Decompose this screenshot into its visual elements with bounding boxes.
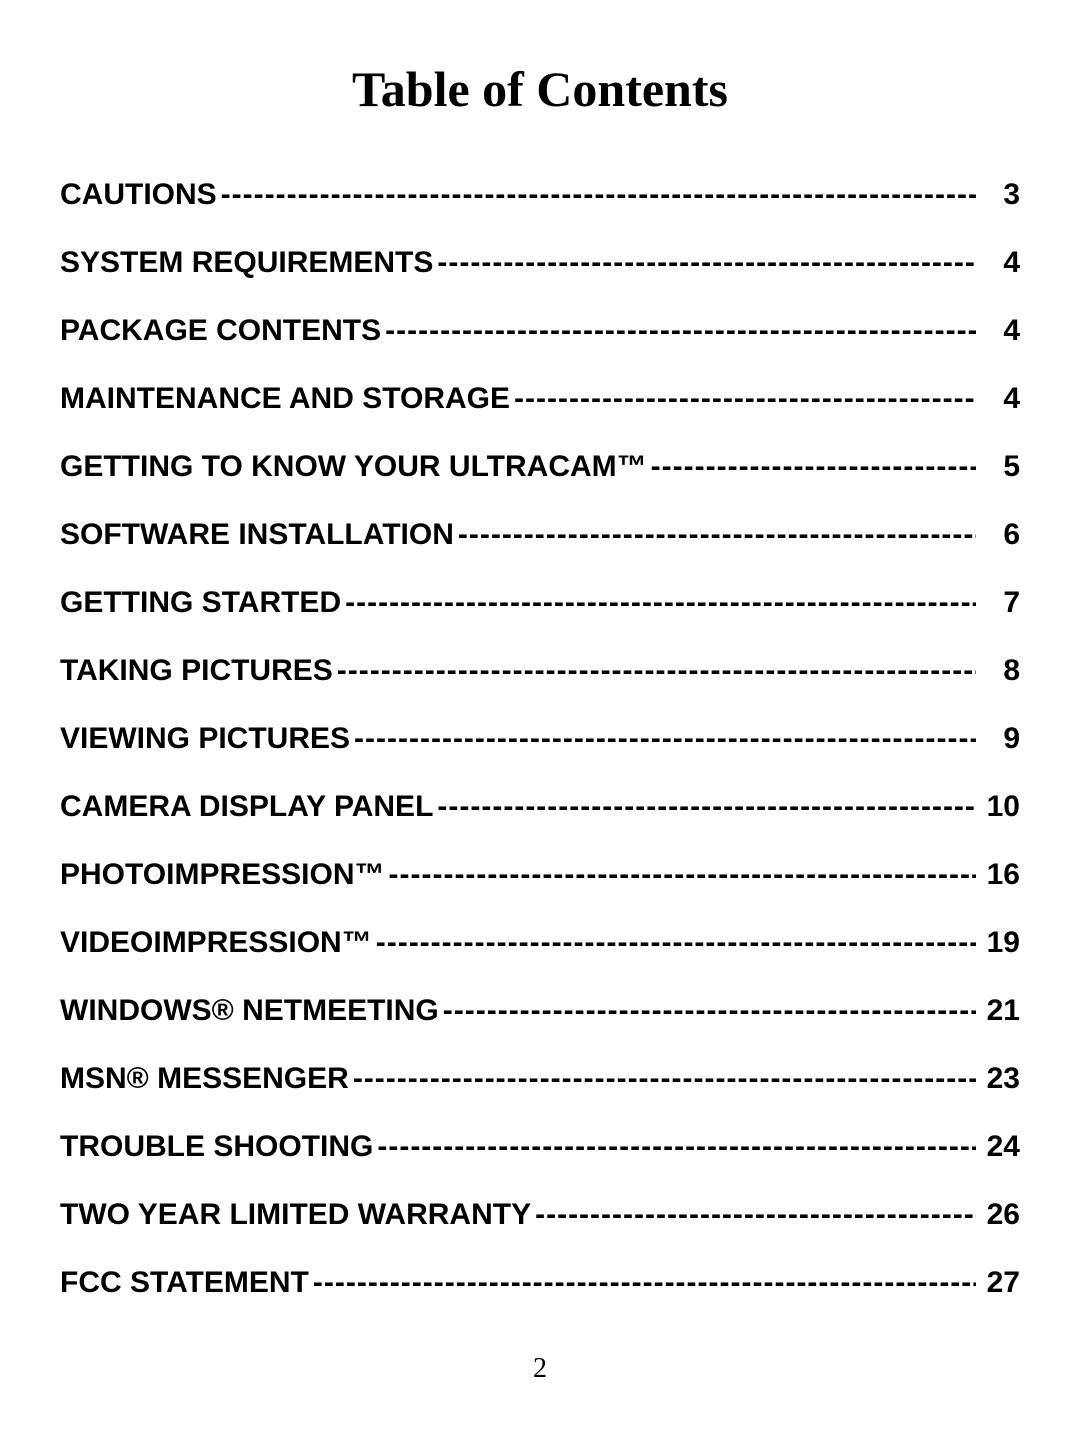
toc-leader <box>514 382 976 416</box>
toc-entry-page: 26 <box>980 1198 1020 1232</box>
toc-entry-label: GETTING STARTED <box>60 586 341 620</box>
toc-leader <box>377 1130 976 1164</box>
toc-row: CAUTIONS 3 <box>60 178 1020 212</box>
toc-leader <box>376 926 976 960</box>
toc-row: TWO YEAR LIMITED WARRANTY 26 <box>60 1198 1020 1232</box>
toc-entry-label: CAUTIONS <box>60 178 217 212</box>
toc-row: PHOTOIMPRESSION™ 16 <box>60 858 1020 892</box>
toc-leader <box>437 246 976 280</box>
page-number-footer: 2 <box>0 1353 1080 1385</box>
toc-entry-page: 9 <box>980 722 1020 756</box>
toc-entry-page: 23 <box>980 1062 1020 1096</box>
toc-entry-label: GETTING TO KNOW YOUR ULTRACAM™ <box>60 450 647 484</box>
toc-entry-page: 4 <box>980 246 1020 280</box>
toc-row: MAINTENANCE AND STORAGE 4 <box>60 382 1020 416</box>
toc-leader <box>443 994 976 1028</box>
toc-entry-page: 6 <box>980 518 1020 552</box>
page-title: Table of Contents <box>60 60 1020 118</box>
toc-entry-label: WINDOWS® NETMEETING <box>60 994 439 1028</box>
toc-leader <box>535 1198 976 1232</box>
toc-row: GETTING STARTED 7 <box>60 586 1020 620</box>
toc-row: GETTING TO KNOW YOUR ULTRACAM™ 5 <box>60 450 1020 484</box>
toc-entry-label: PACKAGE CONTENTS <box>60 314 381 348</box>
toc-row: MSN® MESSENGER 23 <box>60 1062 1020 1096</box>
toc-entry-page: 4 <box>980 382 1020 416</box>
toc-row: PACKAGE CONTENTS 4 <box>60 314 1020 348</box>
toc-leader <box>385 314 976 348</box>
toc-entry-label: TAKING PICTURES <box>60 654 333 688</box>
toc-leader <box>354 722 976 756</box>
toc-row: TROUBLE SHOOTING 24 <box>60 1130 1020 1164</box>
toc-entry-page: 21 <box>980 994 1020 1028</box>
toc-entry-page: 5 <box>980 450 1020 484</box>
toc-leader <box>353 1062 976 1096</box>
toc-row: CAMERA DISPLAY PANEL 10 <box>60 790 1020 824</box>
toc-entry-label: TROUBLE SHOOTING <box>60 1130 373 1164</box>
toc-leader <box>337 654 976 688</box>
toc-entry-label: SOFTWARE INSTALLATION <box>60 518 454 552</box>
toc-row: SYSTEM REQUIREMENTS 4 <box>60 246 1020 280</box>
toc-entry-page: 24 <box>980 1130 1020 1164</box>
document-page: Table of Contents CAUTIONS 3 SYSTEM REQUIR… <box>0 0 1080 1440</box>
toc-leader <box>437 790 976 824</box>
table-of-contents: CAUTIONS3SYSTEM REQUIREMENTS4PACKAGE CON… <box>60 178 1020 1300</box>
toc-entry-label: MSN® MESSENGER <box>60 1062 349 1096</box>
toc-entry-label: FCC STATEMENT <box>60 1266 309 1300</box>
toc-leader <box>221 178 976 212</box>
toc-row: VIDEOIMPRESSION™ 19 <box>60 926 1020 960</box>
toc-entry-page: 4 <box>980 314 1020 348</box>
toc-entry-page: 7 <box>980 586 1020 620</box>
toc-entry-label: VIDEOIMPRESSION™ <box>60 926 372 960</box>
toc-entry-label: MAINTENANCE AND STORAGE <box>60 382 510 416</box>
toc-entry-page: 16 <box>980 858 1020 892</box>
toc-entry-page: 8 <box>980 654 1020 688</box>
toc-entry-label: SYSTEM REQUIREMENTS <box>60 246 433 280</box>
toc-leader <box>651 450 976 484</box>
toc-leader <box>313 1266 976 1300</box>
toc-leader <box>345 586 976 620</box>
toc-entry-label: TWO YEAR LIMITED WARRANTY <box>60 1198 531 1232</box>
toc-entry-page: 27 <box>980 1266 1020 1300</box>
toc-row: VIEWING PICTURES 9 <box>60 722 1020 756</box>
toc-row: WINDOWS® NETMEETING 21 <box>60 994 1020 1028</box>
toc-leader <box>389 858 977 892</box>
toc-leader <box>458 518 976 552</box>
toc-row: TAKING PICTURES 8 <box>60 654 1020 688</box>
toc-entry-label: VIEWING PICTURES <box>60 722 350 756</box>
toc-entry-page: 10 <box>980 790 1020 824</box>
toc-row: FCC STATEMENT 27 <box>60 1266 1020 1300</box>
toc-row: SOFTWARE INSTALLATION 6 <box>60 518 1020 552</box>
toc-entry-label: PHOTOIMPRESSION™ <box>60 858 385 892</box>
toc-entry-page: 19 <box>980 926 1020 960</box>
toc-entry-label: CAMERA DISPLAY PANEL <box>60 790 433 824</box>
toc-entry-page: 3 <box>980 178 1020 212</box>
